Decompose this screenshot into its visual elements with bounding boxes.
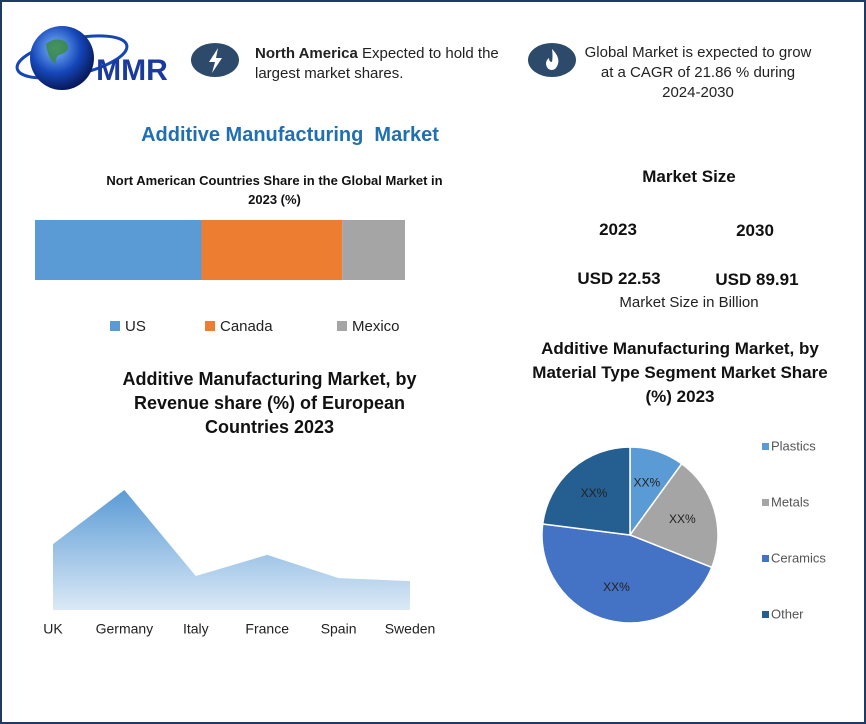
legend-swatch (762, 555, 769, 562)
market-size-title: Market Size (642, 167, 736, 186)
header-highlight: North America Expected to hold the large… (255, 44, 520, 84)
legend-label: Plastics (771, 438, 816, 453)
icon-flame (528, 43, 576, 77)
year: 2023 (599, 220, 637, 239)
pie-slice (628, 462, 719, 569)
x-tick-label: Spain (321, 621, 357, 637)
legend-label: Ceramics (771, 550, 826, 565)
legend-swatch (762, 443, 769, 450)
bar-segment (201, 220, 343, 280)
year: 2030 (736, 221, 774, 240)
icon-bolt (191, 43, 239, 77)
x-tick-label: Italy (183, 621, 209, 637)
legend-swatch (110, 321, 120, 331)
legend-swatch (205, 321, 215, 331)
chart-title: Additive Manufacturing Market, by Materi… (532, 339, 828, 406)
x-tick-label: Sweden (385, 621, 436, 637)
legend-label: Canada (220, 318, 273, 335)
data-label: XX% (634, 475, 661, 489)
legend-swatch (762, 611, 769, 618)
market-value: USD 89.91 (715, 270, 799, 289)
x-tick-label: Germany (96, 621, 154, 637)
legend-swatch (337, 321, 347, 331)
legend-label: Other (771, 606, 804, 621)
page-title: Additive Manufacturing Market (141, 124, 439, 146)
legend-swatch (762, 499, 769, 506)
chart-title: Nort American Countries Share in the Glo… (106, 173, 443, 207)
area (53, 490, 410, 610)
chart-title: Additive Manufacturing Market, by Revenu… (122, 369, 417, 437)
pie-slice (541, 523, 713, 624)
highlight-bold: North America (255, 45, 358, 62)
bar-segment (35, 220, 202, 280)
legend-label: Metals (771, 494, 810, 509)
highlight-text: Expected to hold the largest market shar… (255, 45, 499, 82)
x-tick-label: France (245, 621, 289, 637)
market-value: USD 22.53 (577, 269, 661, 288)
pie-slice (541, 446, 631, 536)
x-tick-label: UK (43, 621, 63, 637)
header-cagr: Global Market is expected to grow at a C… (584, 44, 812, 101)
data-label: XX% (581, 486, 608, 500)
logo-text: MMR (96, 54, 168, 87)
legend-label: Mexico (352, 318, 400, 335)
logo: MMR (15, 26, 168, 90)
data-label: XX% (669, 512, 696, 526)
data-label: XX% (603, 580, 630, 594)
unit-note: Market Size in Billion (619, 294, 759, 311)
legend-label: US (125, 318, 146, 335)
bar-segment (342, 220, 405, 280)
